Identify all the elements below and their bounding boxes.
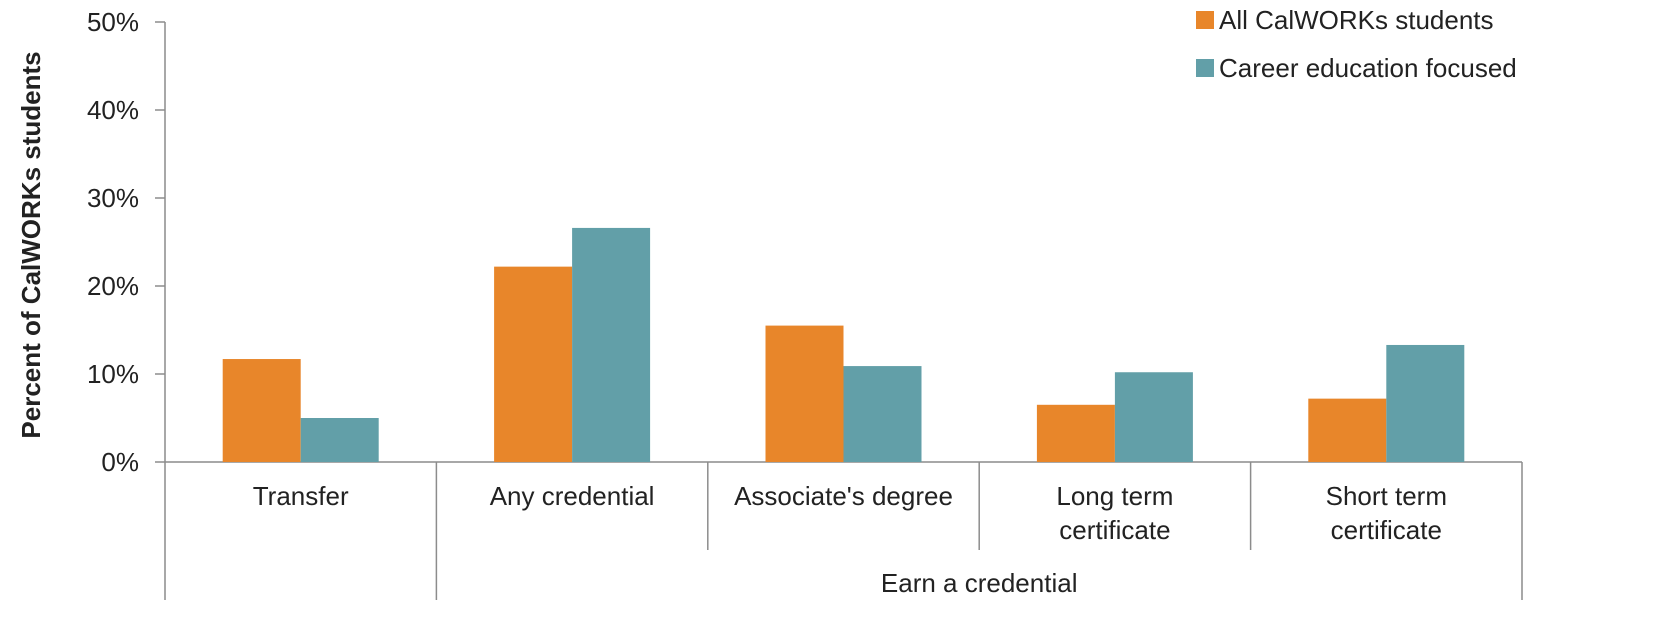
bar-career-education-3 xyxy=(1114,372,1193,462)
axes xyxy=(155,21,1523,600)
bar-all-calworks-1 xyxy=(494,266,573,462)
bar-career-education-4 xyxy=(1386,344,1465,462)
legend-label: Career education focused xyxy=(1219,53,1517,83)
bar-career-education-2 xyxy=(843,366,922,462)
y-axis-title-group: Percent of CalWORKs students xyxy=(16,51,46,438)
legend-swatch xyxy=(1196,59,1214,77)
bar-all-calworks-3 xyxy=(1036,404,1115,462)
category-labels: Transfer Any credential Associate's degree… xyxy=(253,481,1447,598)
y-tick-label: 50% xyxy=(87,7,139,37)
bar-all-calworks-4 xyxy=(1308,398,1387,462)
category-label: Long term xyxy=(1056,481,1173,511)
y-tick-label: 10% xyxy=(87,359,139,389)
bar-career-education-0 xyxy=(300,418,379,462)
category-label: certificate xyxy=(1059,515,1170,545)
y-tick-label: 40% xyxy=(87,95,139,125)
category-label: Transfer xyxy=(253,481,349,511)
category-label: certificate xyxy=(1331,515,1442,545)
y-tick-label: 20% xyxy=(87,271,139,301)
bar-all-calworks-0 xyxy=(222,359,301,462)
bar-all-calworks-2 xyxy=(765,325,844,462)
y-axis-ticks: 0% 10% 20% 30% 40% 50% xyxy=(87,7,139,477)
category-label: Associate's degree xyxy=(734,481,953,511)
bars xyxy=(222,227,1465,462)
legend-label: All CalWORKs students xyxy=(1219,5,1494,35)
bar-career-education-1 xyxy=(572,227,651,462)
y-axis-title: Percent of CalWORKs students xyxy=(16,51,46,438)
legend: All CalWORKs students Career education fo… xyxy=(1196,5,1517,83)
category-label: Any credential xyxy=(490,481,655,511)
y-tick-label: 30% xyxy=(87,183,139,213)
group-label: Earn a credential xyxy=(881,568,1078,598)
y-tick-label: 0% xyxy=(101,447,139,477)
legend-swatch xyxy=(1196,11,1214,29)
category-label: Short term xyxy=(1326,481,1447,511)
